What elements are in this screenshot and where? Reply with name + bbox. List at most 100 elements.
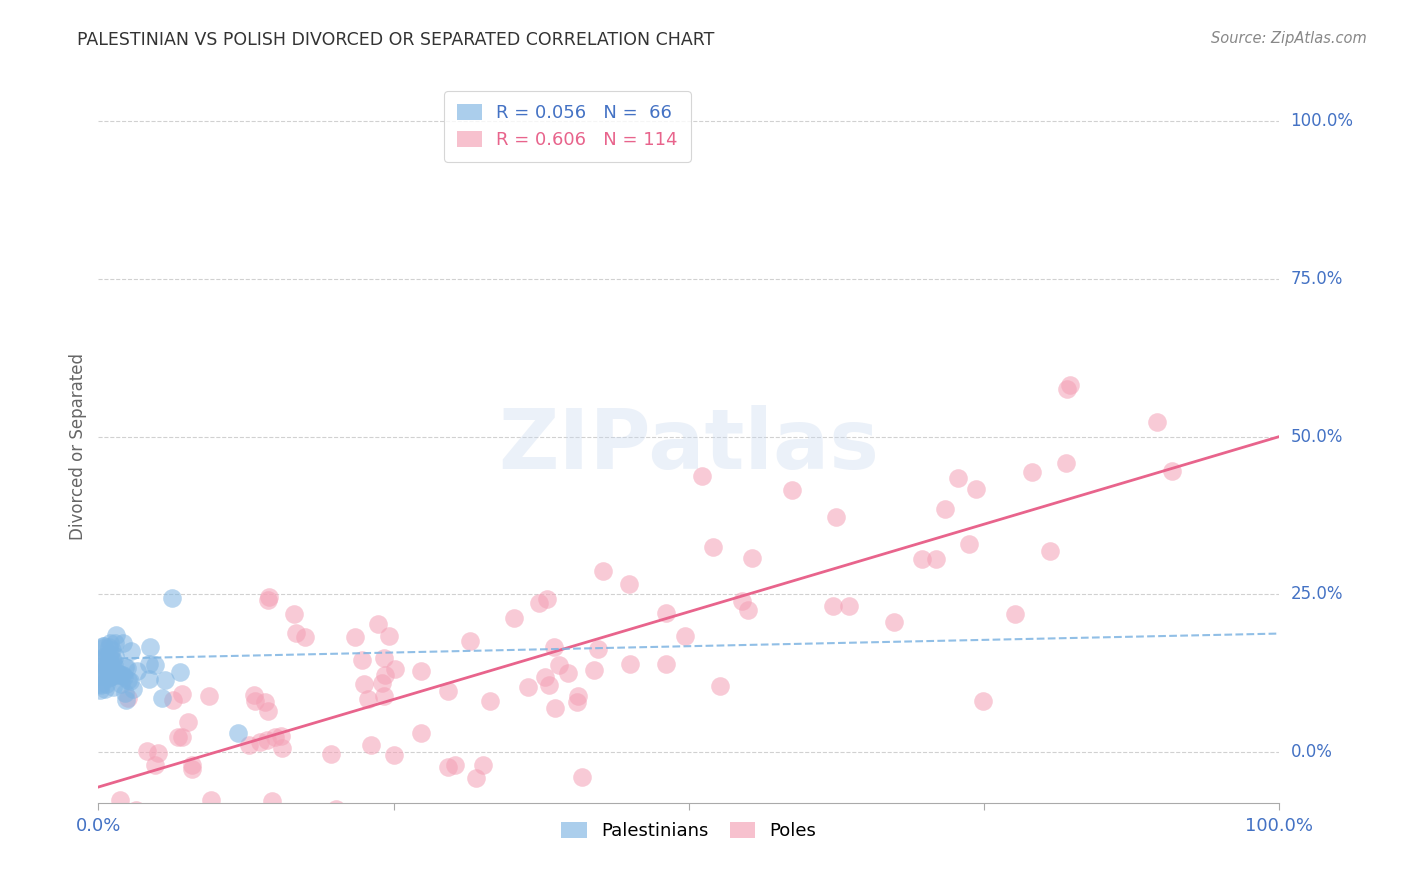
Point <box>343 630 366 644</box>
Point <box>97 657 120 672</box>
Point <box>373 650 395 665</box>
Point <box>93 653 115 667</box>
Point <box>437 759 460 773</box>
Point <box>172 687 194 701</box>
Point <box>100 669 122 683</box>
Point <box>957 536 980 550</box>
Point <box>100 668 122 682</box>
Point <box>256 733 278 747</box>
Point <box>946 471 969 485</box>
Point <box>148 746 170 760</box>
Point <box>972 694 994 708</box>
Point <box>1146 415 1168 429</box>
Point <box>458 634 481 648</box>
Point <box>1056 383 1078 397</box>
Point <box>825 509 848 524</box>
Point <box>731 593 754 607</box>
Point <box>357 691 380 706</box>
Point <box>143 657 166 672</box>
Point <box>411 665 433 679</box>
Point <box>1059 378 1081 392</box>
Point <box>821 599 844 614</box>
Point <box>325 802 347 816</box>
Point <box>124 814 146 828</box>
Point <box>97 640 120 654</box>
Point <box>96 676 118 690</box>
Point <box>177 714 200 729</box>
Point <box>89 665 111 679</box>
Text: 0.0%: 0.0% <box>1291 743 1333 761</box>
Point <box>934 502 956 516</box>
Point <box>257 704 280 718</box>
Point <box>91 640 114 655</box>
Point <box>100 666 122 681</box>
Point <box>437 683 460 698</box>
Point <box>108 792 131 806</box>
Point <box>101 642 124 657</box>
Point <box>115 661 138 675</box>
Point <box>169 821 191 835</box>
Point <box>153 673 176 688</box>
Point <box>655 606 678 620</box>
Point <box>617 577 640 591</box>
Point <box>117 691 139 706</box>
Point <box>702 540 724 554</box>
Point <box>111 635 134 649</box>
Text: Source: ZipAtlas.com: Source: ZipAtlas.com <box>1211 31 1367 46</box>
Point <box>352 653 374 667</box>
Point <box>374 668 396 682</box>
Point <box>111 668 134 682</box>
Point <box>117 673 139 687</box>
Point <box>254 695 277 709</box>
Point <box>294 630 316 644</box>
Point <box>264 730 287 744</box>
Point <box>443 758 465 772</box>
Point <box>456 814 478 828</box>
Point <box>527 596 550 610</box>
Point <box>103 663 125 677</box>
Point <box>138 672 160 686</box>
Point <box>226 726 249 740</box>
Y-axis label: Divorced or Separated: Divorced or Separated <box>69 352 87 540</box>
Point <box>353 677 375 691</box>
Point <box>93 640 115 654</box>
Point <box>883 615 905 630</box>
Point <box>260 794 283 808</box>
Point <box>257 591 280 605</box>
Point <box>516 680 538 694</box>
Point <box>101 680 124 694</box>
Point <box>138 640 160 655</box>
Point <box>503 611 526 625</box>
Point <box>118 673 141 688</box>
Point <box>1004 607 1026 621</box>
Point <box>98 670 121 684</box>
Point <box>97 671 120 685</box>
Point <box>98 656 121 670</box>
Point <box>319 747 342 761</box>
Point <box>114 693 136 707</box>
Point <box>371 676 394 690</box>
Point <box>104 648 127 663</box>
Point <box>91 639 114 653</box>
Text: 75.0%: 75.0% <box>1291 269 1343 287</box>
Point <box>96 664 118 678</box>
Point <box>655 657 678 671</box>
Point <box>690 468 713 483</box>
Point <box>543 640 565 654</box>
Point <box>567 690 589 704</box>
Point <box>1039 544 1062 558</box>
Point <box>160 591 183 605</box>
Point <box>94 681 117 696</box>
Text: 25.0%: 25.0% <box>1291 585 1343 603</box>
Point <box>180 758 202 772</box>
Point <box>464 771 486 785</box>
Point <box>925 552 948 566</box>
Point <box>965 483 987 497</box>
Point <box>367 616 389 631</box>
Point <box>509 821 531 835</box>
Point <box>384 663 406 677</box>
Point <box>675 629 697 643</box>
Point <box>243 688 266 702</box>
Point <box>108 667 131 681</box>
Point <box>169 665 191 679</box>
